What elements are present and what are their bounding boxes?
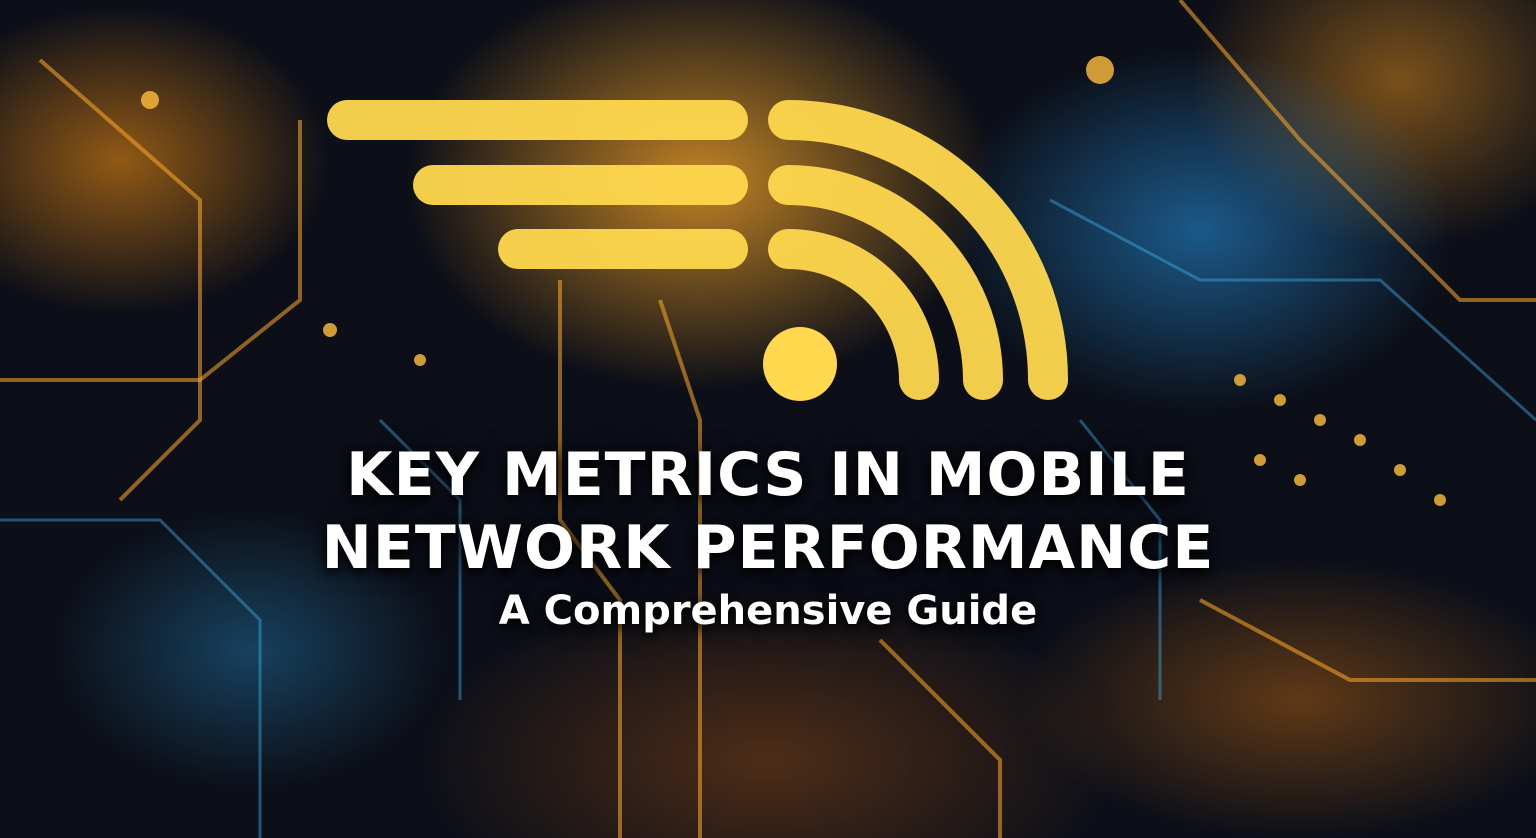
signal-arc-middle [768,165,1003,400]
title-line-2: NETWORK PERFORMANCE [321,513,1215,583]
signal-dot [763,327,837,401]
subtitle: A Comprehensive Guide [498,588,1038,634]
title-line-1: KEY METRICS IN MOBILE [346,440,1190,510]
signal-arc-outer [768,100,1068,400]
signal-arc-inner [768,229,939,400]
